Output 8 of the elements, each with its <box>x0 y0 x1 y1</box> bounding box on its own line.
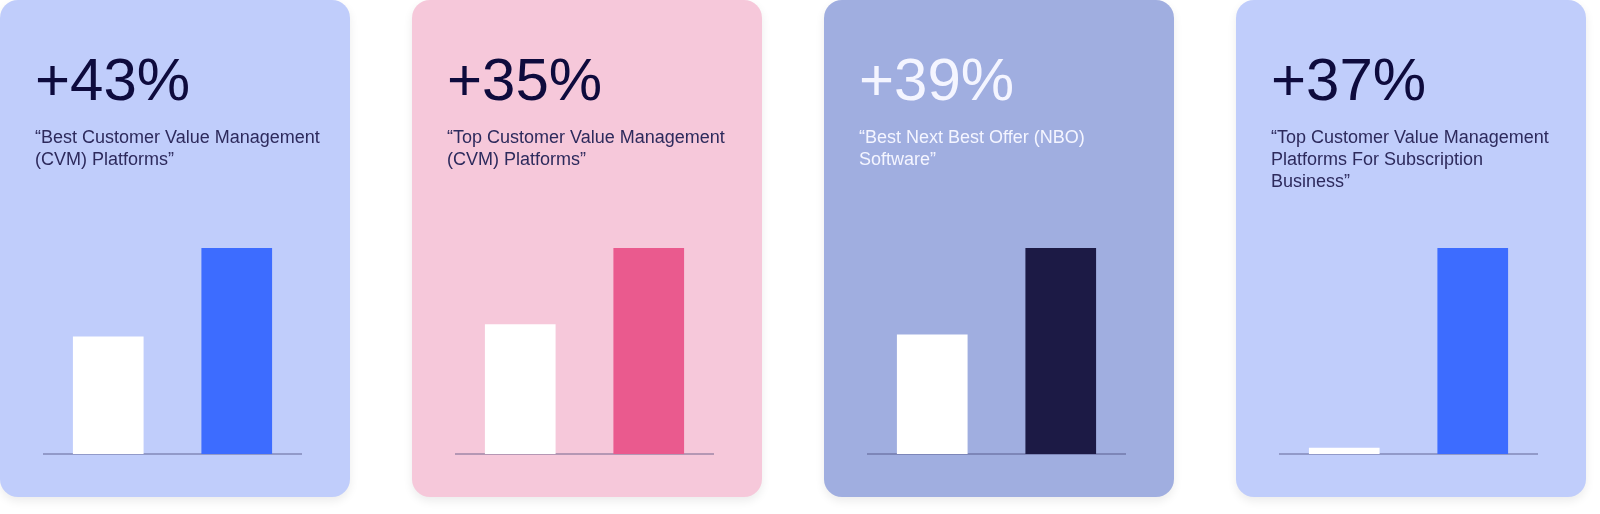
chart-subtitle: “Top Customer Value Management Platforms For Subscription Business” <box>1271 126 1550 192</box>
chart-subtitle: “Best Customer Value Management (CVM) Platforms” <box>35 126 321 170</box>
chart-subtitle: “Best Next Best Offer (NBO) Software” <box>859 126 1086 170</box>
chart-title: +35% <box>447 46 603 113</box>
chart-title: +39% <box>859 46 1015 113</box>
chart-title: +37% <box>1271 46 1427 113</box>
chart-subtitle: “Top Customer Value Management (CVM) Platforms” <box>447 126 726 170</box>
chart-title: +43% <box>35 46 191 113</box>
